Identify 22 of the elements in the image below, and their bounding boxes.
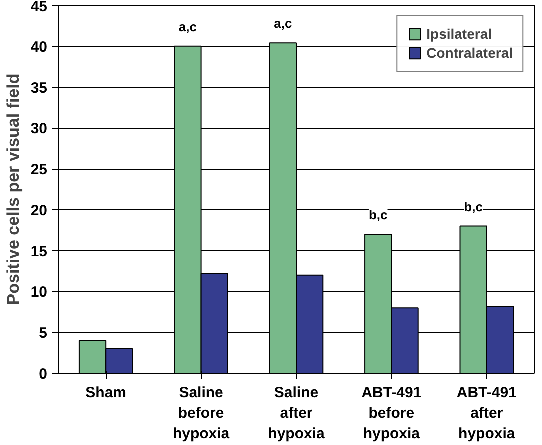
x-tick-label: ABT-491 before hypoxia xyxy=(362,384,422,442)
y-tick-label: 40 xyxy=(30,38,48,56)
x-tick-label: Saline after hypoxia xyxy=(268,384,326,442)
y-tick-label: 0 xyxy=(39,366,48,383)
y-tick-label: 5 xyxy=(39,325,48,342)
y-tick-label: 30 xyxy=(30,120,48,138)
annotation: a,c xyxy=(274,16,292,32)
y-tick-label: 35 xyxy=(30,80,48,97)
x-tick-label: Saline before hypoxia xyxy=(172,384,230,442)
y-tick-label: 25 xyxy=(30,162,48,179)
y-axis-title: Positive cells per visual field xyxy=(4,74,23,306)
annotation: b,c xyxy=(464,199,483,214)
legend-label: Contralateral xyxy=(426,45,513,61)
annotation: b,c xyxy=(368,207,388,222)
x-tick-label: ABT-491 after hypoxia xyxy=(456,384,517,442)
y-tick-label: 15 xyxy=(30,243,48,260)
legend-label: Ipsilateral xyxy=(426,26,492,42)
annotation: a,c xyxy=(178,19,198,34)
y-tick-label: 10 xyxy=(30,284,48,302)
y-tick-label: 20 xyxy=(30,202,48,220)
x-tick-label: Sham xyxy=(86,384,127,402)
y-tick-label: 45 xyxy=(30,0,48,16)
